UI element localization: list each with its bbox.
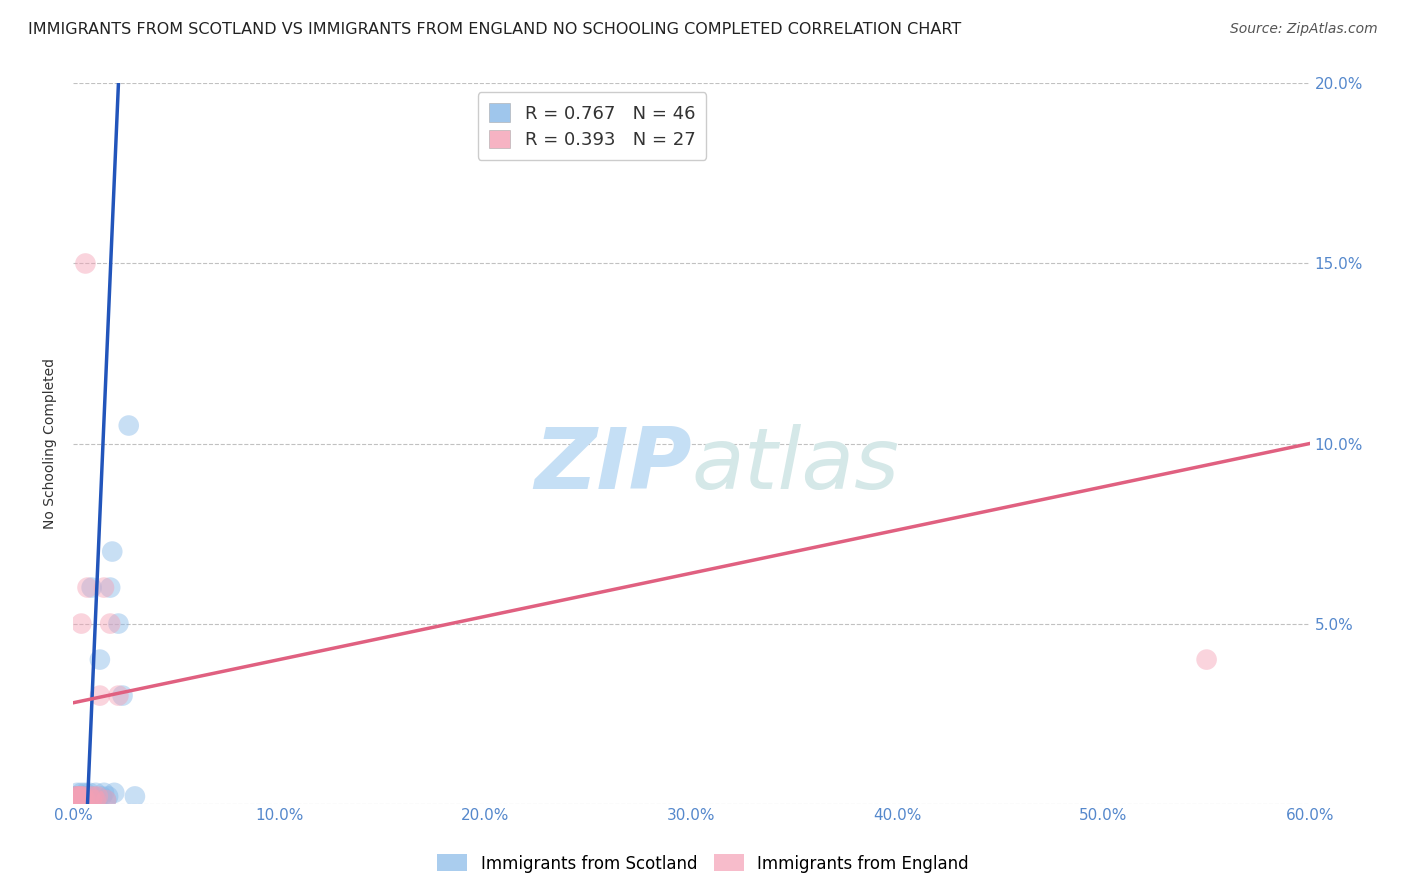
Point (70, 616, 93, 631)
Point (75, 256, 97, 270)
Point (67, 793, 90, 807)
Point (87, 793, 110, 807)
Point (75, 793, 97, 807)
Text: ZIP: ZIP (534, 424, 692, 507)
Point (63, 793, 86, 807)
Point (67, 793, 90, 807)
Point (63, 793, 86, 807)
Point (101, 544, 124, 558)
Point (98, 616, 121, 631)
Point (72, 793, 94, 807)
Point (63, 789, 86, 804)
Point (66, 793, 89, 807)
Point (63, 793, 86, 807)
Point (83, 789, 105, 804)
Point (97, 789, 120, 804)
Point (75, 793, 97, 807)
Point (84, 793, 107, 807)
Point (66, 793, 89, 807)
Legend: Immigrants from Scotland, Immigrants from England: Immigrants from Scotland, Immigrants fro… (430, 847, 976, 880)
Point (72, 789, 94, 804)
Point (66, 793, 89, 807)
Point (84, 786, 107, 800)
Point (70, 789, 93, 804)
Point (67, 793, 90, 807)
Point (66, 789, 89, 804)
Text: atlas: atlas (692, 424, 900, 507)
Point (72, 793, 94, 807)
Point (111, 689, 134, 703)
Point (76, 789, 98, 804)
Point (124, 789, 146, 804)
Point (93, 581, 115, 595)
Point (94, 793, 117, 807)
Point (70, 789, 93, 804)
Point (94, 793, 117, 807)
Point (93, 786, 115, 800)
Point (103, 786, 125, 800)
Point (63, 793, 86, 807)
Point (67, 789, 90, 804)
Point (98, 581, 121, 595)
Point (89, 689, 111, 703)
Point (63, 789, 86, 804)
Point (72, 789, 94, 804)
Point (66, 789, 89, 804)
Point (75, 786, 97, 800)
Point (67, 789, 90, 804)
Point (66, 789, 89, 804)
Point (70, 793, 93, 807)
Point (89, 652, 111, 666)
Point (80, 793, 103, 807)
Point (72, 793, 94, 807)
Point (66, 786, 89, 800)
Point (76, 581, 98, 595)
Point (76, 793, 98, 807)
Point (1195, 652, 1218, 666)
Point (107, 689, 129, 703)
Point (70, 786, 93, 800)
Point (66, 793, 89, 807)
Legend: R = 0.767   N = 46, R = 0.393   N = 27: R = 0.767 N = 46, R = 0.393 N = 27 (478, 93, 706, 160)
Point (67, 789, 90, 804)
Point (70, 793, 93, 807)
Point (107, 616, 129, 631)
Point (80, 581, 103, 595)
Point (67, 793, 90, 807)
Point (79, 786, 101, 800)
Point (79, 789, 101, 804)
Point (63, 789, 86, 804)
Y-axis label: No Schooling Completed: No Schooling Completed (44, 358, 58, 529)
Point (79, 789, 101, 804)
Text: Source: ZipAtlas.com: Source: ZipAtlas.com (1230, 22, 1378, 37)
Point (83, 789, 105, 804)
Point (66, 793, 89, 807)
Text: IMMIGRANTS FROM SCOTLAND VS IMMIGRANTS FROM ENGLAND NO SCHOOLING COMPLETED CORRE: IMMIGRANTS FROM SCOTLAND VS IMMIGRANTS F… (28, 22, 962, 37)
Point (70, 789, 93, 804)
Point (118, 418, 141, 433)
Point (67, 789, 90, 804)
Point (87, 789, 110, 804)
Point (75, 789, 97, 804)
Point (91, 789, 114, 804)
